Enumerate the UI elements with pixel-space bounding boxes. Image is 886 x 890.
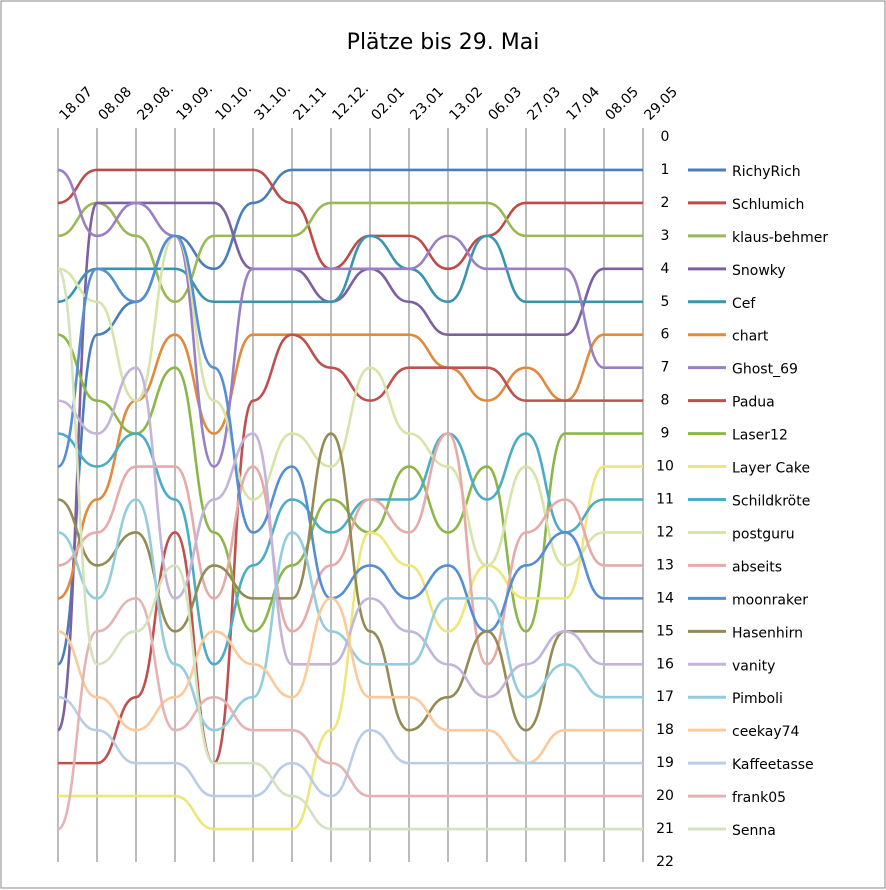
legend-label: RichyRich [732, 164, 801, 180]
series-line [57, 234, 643, 633]
legend-label: chart [732, 329, 769, 345]
y-tick-label: 12 [656, 524, 674, 540]
y-tick-label: 15 [656, 623, 674, 639]
chart-title: Plätze bis 29. Mai [347, 30, 540, 55]
y-tick-label: 19 [656, 755, 674, 771]
series-line [57, 597, 643, 831]
series-line [57, 465, 643, 831]
legend-label: Laser12 [732, 428, 788, 444]
y-tick-label: 13 [656, 557, 674, 573]
legend-label: Pimboli [732, 691, 783, 707]
legend-label: Cef [732, 296, 756, 312]
series-line [57, 234, 643, 567]
legend-label: Ghost_69 [732, 362, 798, 378]
series-line [56, 267, 643, 831]
legend-label: Snowky [732, 263, 786, 279]
legend-label: vanity [732, 658, 775, 674]
series-line [57, 234, 643, 304]
legend-label: Schildkröte [732, 494, 810, 510]
series-line [56, 168, 643, 666]
series-line [57, 201, 643, 304]
y-tick-label: 0 [661, 129, 670, 145]
y-tick-label: 11 [656, 492, 674, 508]
legend-label: Schlumich [732, 197, 804, 213]
legend-label: Kaffeetasse [732, 757, 814, 773]
y-tick-label: 5 [661, 294, 670, 310]
y-tick-label: 21 [656, 821, 674, 837]
legend-label: Hasenhirn [732, 625, 803, 641]
y-tick-label: 18 [656, 722, 674, 738]
series-line [57, 597, 643, 765]
y-tick-label: 20 [656, 788, 674, 804]
y-tick-label: 1 [661, 162, 670, 178]
y-tick-label: 4 [661, 261, 670, 277]
series-line [57, 432, 643, 666]
series-line [57, 168, 644, 468]
series-line [57, 498, 643, 732]
y-tick-label: 3 [661, 228, 670, 244]
series-line [57, 333, 643, 765]
y-tick-label: 22 [656, 854, 674, 870]
series-line [57, 695, 643, 798]
legend-label: Senna [732, 823, 776, 839]
series-line [57, 168, 643, 271]
legend-label: Layer Cake [732, 461, 810, 477]
y-tick-label: 9 [661, 426, 670, 442]
y-tick-label: 2 [661, 195, 670, 211]
y-tick-label: 8 [661, 393, 670, 409]
series-line [57, 432, 643, 666]
legend-label: frank05 [732, 790, 786, 806]
y-tick-label: 16 [656, 656, 674, 672]
legend-label: moonraker [732, 592, 808, 608]
y-tick-label: 14 [656, 590, 674, 606]
legend-label: ceekay74 [732, 724, 800, 740]
y-tick-label: 7 [661, 360, 670, 376]
y-tick-label: 17 [656, 689, 674, 705]
y-tick-label: 6 [661, 327, 670, 343]
legend-label: klaus-behmer [732, 230, 828, 246]
legend-label: Padua [732, 395, 775, 411]
series-line [57, 366, 643, 699]
legend-label: postguru [732, 526, 795, 542]
legend-label: abseits [732, 559, 782, 575]
y-tick-label: 10 [656, 459, 674, 475]
